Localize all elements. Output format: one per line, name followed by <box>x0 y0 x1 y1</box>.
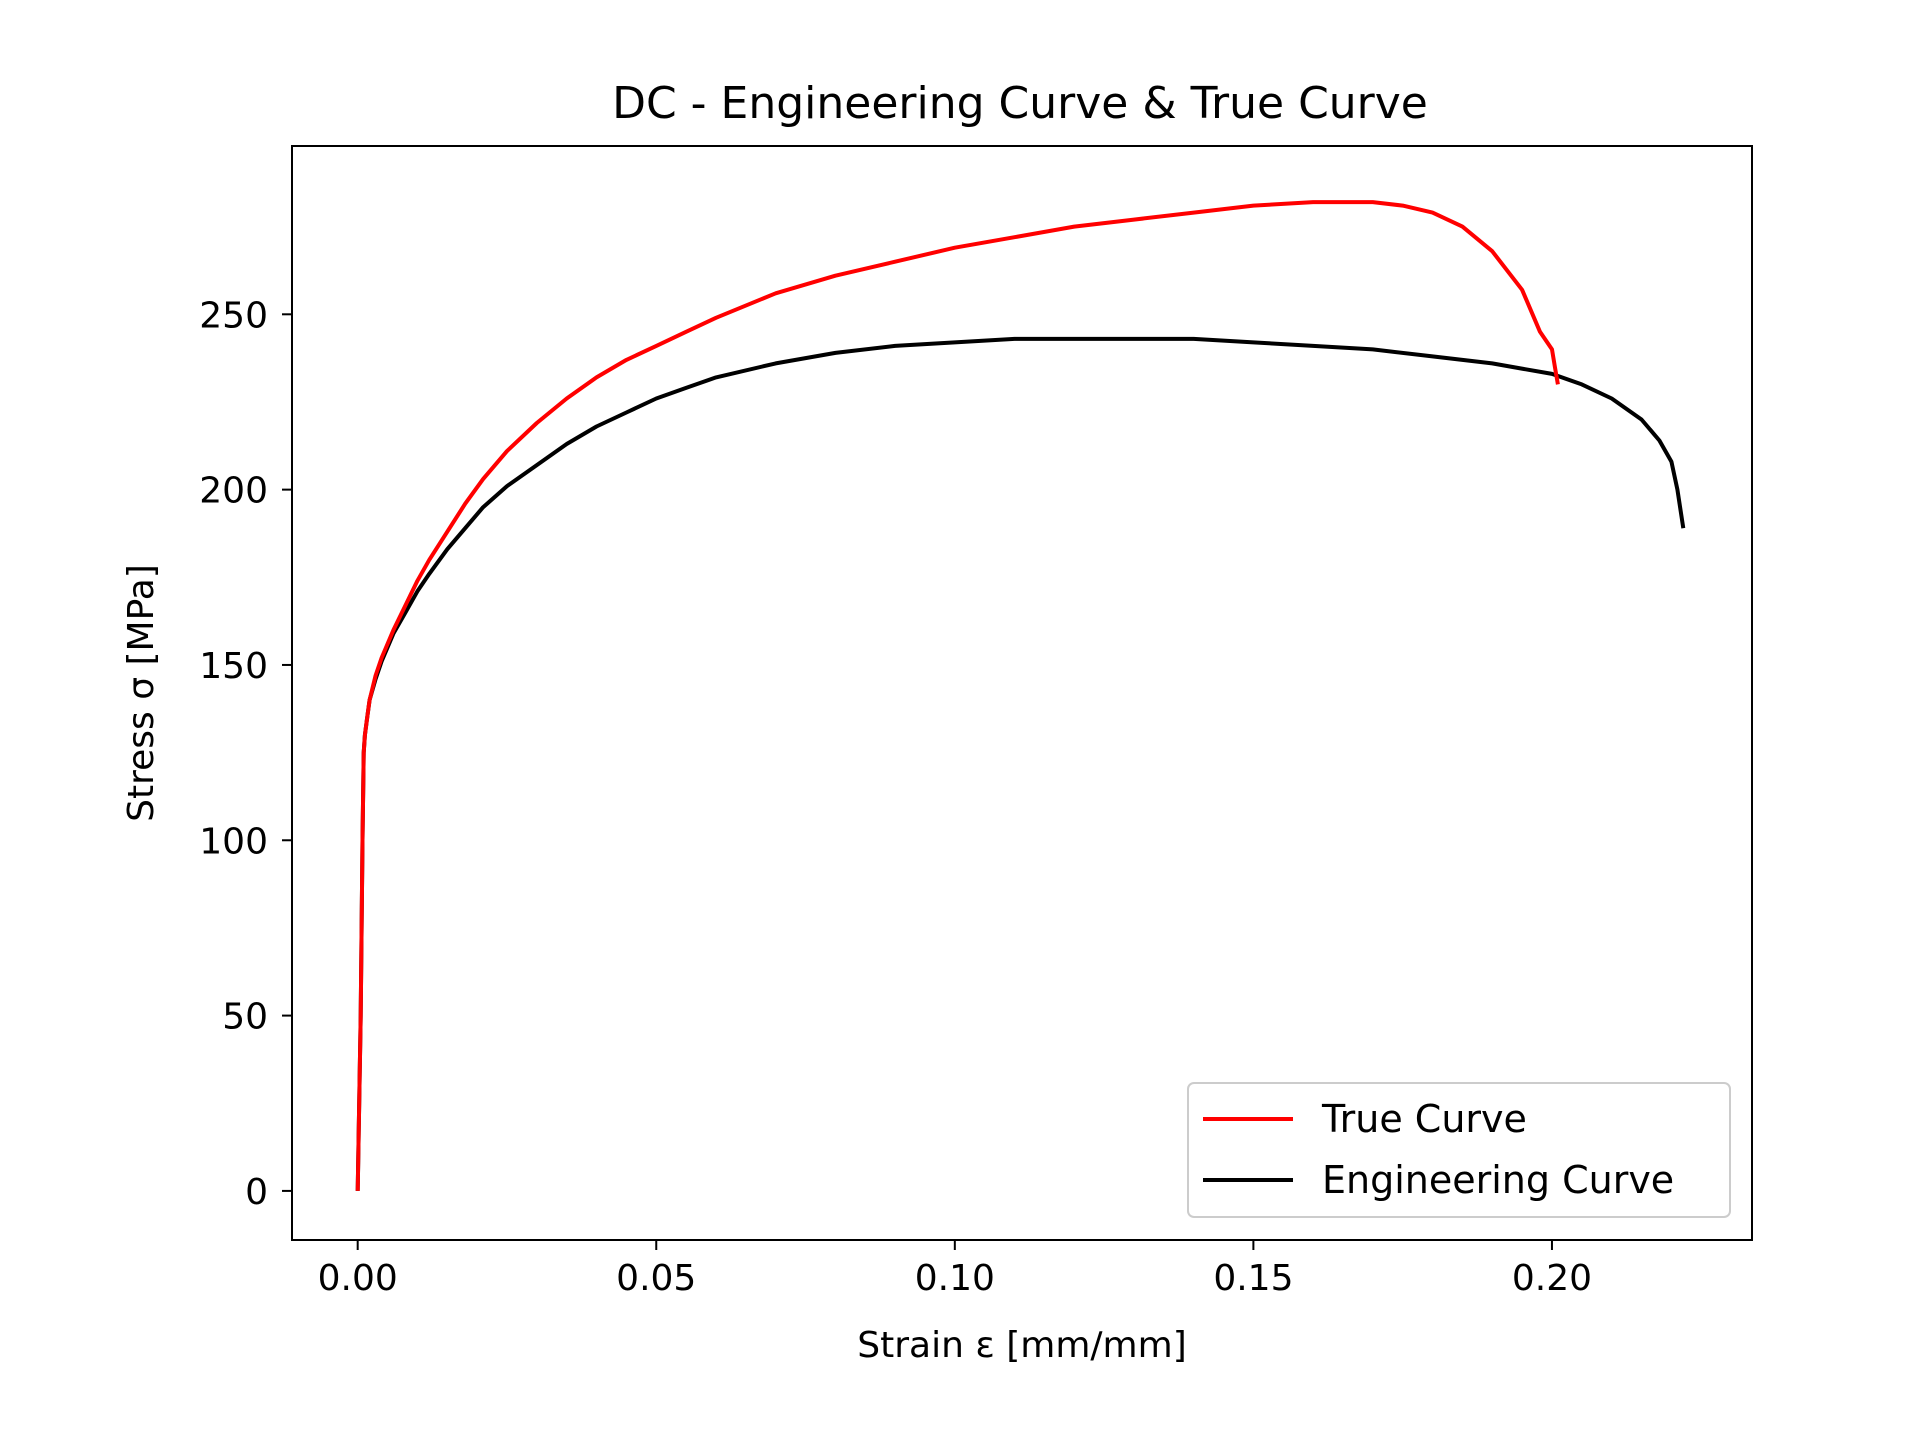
x-axis: 0.00 0.05 0.10 0.15 0.20 <box>318 1240 1592 1299</box>
legend-label-engineering-curve: Engineering Curve <box>1322 1158 1674 1202</box>
legend: True Curve Engineering Curve <box>1187 1082 1731 1218</box>
legend-label-true-curve: True Curve <box>1321 1097 1527 1141</box>
axes-background <box>292 146 1752 1240</box>
y-tick-label: 200 <box>199 471 268 512</box>
y-axis: 0 50 100 150 200 250 <box>199 295 292 1213</box>
x-axis-label: Strain ε [mm/mm] <box>857 1325 1186 1366</box>
x-tick-label: 0.05 <box>616 1258 696 1299</box>
x-tick-label: 0.00 <box>318 1258 398 1299</box>
legend-box <box>1187 1082 1731 1218</box>
x-tick-label: 0.20 <box>1512 1258 1592 1299</box>
series-line-true-curve <box>355 200 1560 1191</box>
y-axis-label: Stress σ [MPa] <box>121 564 162 822</box>
y-tick-label: 250 <box>199 295 268 336</box>
y-tick-label: 50 <box>222 997 268 1038</box>
x-tick-label: 0.15 <box>1213 1258 1293 1299</box>
y-tick-label: 0 <box>245 1172 268 1213</box>
plot-area <box>291 145 1753 1241</box>
legend-entries: True Curve Engineering Curve <box>1203 1097 1674 1202</box>
y-tick-label: 100 <box>199 821 268 862</box>
chart-title: DC - Engineering Curve & True Curve <box>612 78 1428 129</box>
x-tick-label: 0.10 <box>915 1258 995 1299</box>
series-layer <box>355 200 1686 1191</box>
axes-frame <box>291 145 1753 1241</box>
y-tick-label: 150 <box>199 646 268 687</box>
